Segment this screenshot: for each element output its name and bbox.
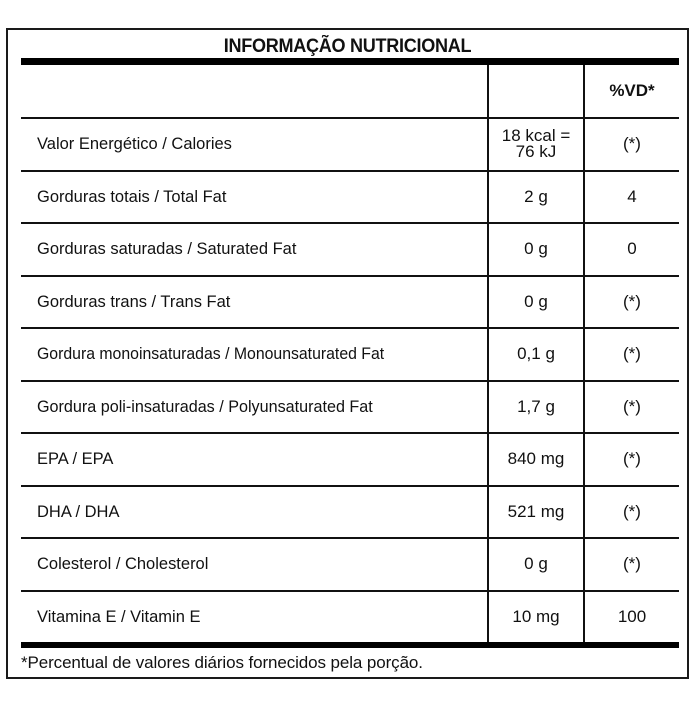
table-row: Vitamina E / Vitamin E 10 mg 100 — [21, 590, 679, 642]
nutrient-daily-value: (*) — [584, 485, 679, 539]
nutrient-name: Gordura monoinsaturadas / Monounsaturate… — [37, 344, 385, 364]
nutrient-daily-value: 0 — [584, 223, 679, 277]
header-name-cell — [21, 65, 488, 119]
nutrient-quantity: 521 mg — [487, 485, 585, 539]
nutrient-name: Valor Energético / Calories — [37, 134, 232, 154]
nutrient-name: DHA / DHA — [37, 501, 120, 521]
nutrient-quantity: 1,7 g — [487, 380, 585, 434]
nutrient-daily-value: (*) — [584, 328, 679, 382]
nutrient-name: Colesterol / Cholesterol — [37, 554, 209, 574]
nutrient-quantity: 2 g — [487, 170, 585, 224]
nutrient-quantity: 0 g — [487, 223, 585, 277]
nutrient-daily-value: (*) — [584, 118, 679, 172]
table-row: DHA / DHA 521 mg (*) — [21, 485, 679, 539]
table-header-row: %VD* — [21, 65, 679, 119]
header-quantity-cell — [487, 65, 585, 119]
table-row: Colesterol / Cholesterol 0 g (*) — [21, 538, 679, 592]
top-thick-divider — [21, 58, 679, 65]
footnote: *Percentual de valores diários fornecido… — [21, 653, 423, 672]
nutrient-quantity: 10 mg — [487, 590, 585, 642]
nutrient-quantity: 0,1 g — [487, 328, 585, 382]
header-daily-value-cell: %VD* — [584, 65, 679, 119]
nutrient-daily-value: (*) — [584, 380, 679, 434]
label-title: INFORMAÇÃO NUTRICIONAL — [223, 36, 472, 57]
nutrition-label: INFORMAÇÃO NUTRICIONAL %VD* Valor Energé… — [6, 28, 689, 679]
nutrient-name: Gorduras saturadas / Saturated Fat — [37, 239, 297, 259]
nutrient-daily-value: 100 — [617, 606, 647, 626]
nutrient-daily-value: (*) — [584, 538, 679, 592]
nutrient-daily-value: (*) — [584, 275, 679, 329]
table-row: Gorduras totais / Total Fat 2 g 4 — [21, 170, 679, 224]
nutrient-name: Gorduras trans / Trans Fat — [37, 291, 231, 311]
nutrient-name: EPA / EPA — [37, 449, 114, 469]
nutrition-table: %VD* Valor Energético / Calories 18 kcal… — [21, 65, 679, 642]
nutrient-name: Vitamina E / Vitamin E — [37, 606, 201, 626]
nutrient-daily-value: (*) — [584, 433, 679, 487]
nutrient-quantity: 840 mg — [487, 433, 585, 487]
nutrient-daily-value: 4 — [584, 170, 679, 224]
bottom-thick-divider — [21, 642, 679, 648]
table-row: Valor Energético / Calories 18 kcal = 76… — [21, 118, 679, 172]
table-row: EPA / EPA 840 mg (*) — [21, 433, 679, 487]
nutrient-quantity: 18 kcal = 76 kJ — [487, 118, 585, 172]
nutrient-name: Gorduras totais / Total Fat — [37, 186, 227, 206]
table-row: Gorduras trans / Trans Fat 0 g (*) — [21, 275, 679, 329]
nutrient-quantity: 0 g — [487, 538, 585, 592]
table-row: Gordura monoinsaturadas / Monounsaturate… — [21, 328, 679, 382]
nutrient-quantity: 0 g — [487, 275, 585, 329]
table-row: Gorduras saturadas / Saturated Fat 0 g 0 — [21, 223, 679, 277]
table-row: Gordura poli-insaturadas / Polyunsaturat… — [21, 380, 679, 434]
nutrient-name: Gordura poli-insaturadas / Polyunsaturat… — [37, 396, 373, 416]
